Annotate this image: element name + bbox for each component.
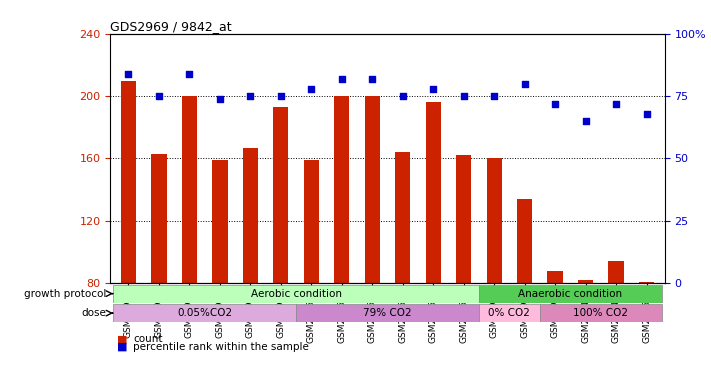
Point [519,81,530,87]
Point [336,76,348,82]
Text: 0.05%CO2: 0.05%CO2 [177,308,232,318]
Bar [304,160,319,283]
Point [427,86,439,92]
Text: Anaerobic condition: Anaerobic condition [518,289,622,298]
Point [306,86,317,92]
Point [550,100,561,106]
Bar [334,96,349,283]
Point [458,93,469,99]
Bar [609,261,624,283]
Bar [426,102,441,283]
Text: count: count [133,334,162,344]
Bar [121,81,136,283]
Point [641,111,652,117]
Text: growth protocol: growth protocol [24,289,107,298]
Bar [365,96,380,283]
Text: percentile rank within the sample: percentile rank within the sample [133,342,309,352]
Bar [395,152,410,283]
Point [610,100,621,106]
Point [183,70,195,76]
Point [275,93,287,99]
Point [580,118,592,124]
Bar [113,285,479,303]
Text: Aerobic condition: Aerobic condition [250,289,341,298]
Bar [517,199,533,283]
Bar [479,285,662,303]
Bar [578,280,593,283]
Bar [486,158,502,283]
Text: dose: dose [82,308,107,318]
Text: ■: ■ [117,342,128,352]
Point [154,93,165,99]
Bar [639,282,654,283]
Bar [479,304,540,322]
Point [488,93,500,99]
Bar [296,304,479,322]
Point [214,96,225,102]
Bar [113,304,296,322]
Bar [242,147,258,283]
Point [245,93,256,99]
Bar [456,155,471,283]
Point [397,93,408,99]
Bar [182,96,197,283]
Bar [540,304,662,322]
Bar [273,107,289,283]
Point [123,70,134,76]
Text: 100% CO2: 100% CO2 [573,308,629,318]
Text: 0% CO2: 0% CO2 [488,308,530,318]
Bar [151,154,166,283]
Text: 79% CO2: 79% CO2 [363,308,412,318]
Text: GDS2969 / 9842_at: GDS2969 / 9842_at [110,20,232,33]
Text: ■: ■ [117,334,128,344]
Bar [213,160,228,283]
Point [367,76,378,82]
Bar [547,271,562,283]
